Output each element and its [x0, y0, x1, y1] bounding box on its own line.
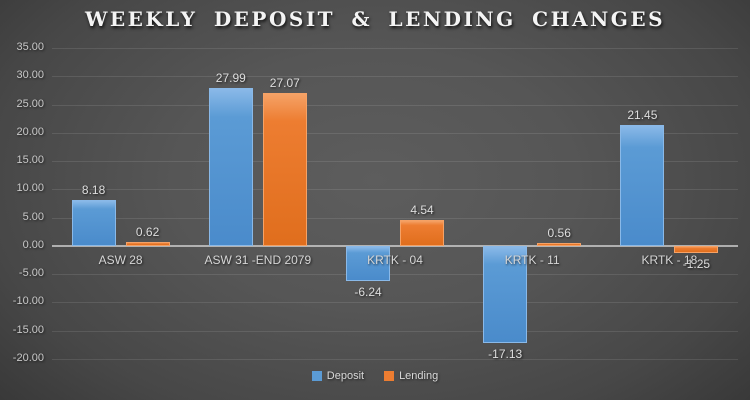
chart-title: WEEKLY DEPOSIT & LENDING CHANGES: [84, 7, 666, 31]
y-axis-tick-label: 25.00: [16, 97, 44, 110]
y-axis-tick-label: 5.00: [22, 210, 44, 223]
bar-deposit-krtk-18[interactable]: [620, 124, 665, 246]
value-label-deposit: -17.13: [488, 346, 523, 361]
value-label-lending: 27.07: [269, 75, 300, 90]
y-axis-tick-label: -20.00: [12, 352, 44, 364]
gridline: [52, 132, 738, 134]
bar-deposit-krtk-04[interactable]: [346, 245, 390, 282]
legend-swatch-lending-icon: [384, 371, 395, 381]
bar-lending-krtk-18[interactable]: [674, 245, 719, 253]
y-axis-tick-label: 35.00: [16, 41, 44, 53]
bar-lending-asw-28[interactable]: [125, 242, 170, 246]
legend-label-lending: Lending: [399, 370, 439, 382]
bar-lending-asw-31-end-2079[interactable]: [262, 92, 307, 246]
gridline: [52, 76, 738, 78]
gridline: [52, 359, 738, 360]
y-axis-tick-label: 30.00: [16, 69, 44, 82]
y-axis-tick-label: -5.00: [18, 267, 44, 280]
value-label-lending: -1.25: [682, 256, 711, 271]
gridline: [52, 161, 738, 163]
y-axis-tick-label: 10.00: [16, 182, 44, 195]
value-label-lending: 0.62: [135, 225, 160, 240]
y-axis-tick-label: 20.00: [16, 125, 44, 138]
value-label-lending: 0.56: [547, 225, 571, 240]
y-axis-tick-label: -15.00: [12, 323, 44, 336]
bar-deposit-asw-31-end-2079[interactable]: [208, 87, 253, 246]
y-axis-tick-label: 15.00: [16, 154, 44, 167]
legend-label-deposit: Deposit: [326, 370, 365, 382]
category-label: KRTK - 11: [504, 252, 560, 267]
bar-deposit-krtk-11[interactable]: [483, 245, 528, 343]
gridline: [52, 189, 738, 191]
legend-item-deposit[interactable]: Deposit: [311, 370, 365, 382]
legend: Deposit Lending: [0, 370, 750, 382]
category-label: ASW 28: [98, 252, 143, 267]
legend-swatch-deposit-icon: [311, 371, 322, 381]
legend-item-lending[interactable]: Lending: [384, 370, 438, 382]
value-label-deposit: 21.45: [627, 107, 658, 122]
value-label-lending: 4.54: [410, 203, 434, 218]
bar-lending-krtk-04[interactable]: [400, 220, 444, 246]
category-label: KRTK - 04: [367, 252, 423, 267]
value-label-deposit: 8.18: [81, 182, 106, 197]
y-axis-tick-label: -10.00: [12, 295, 44, 308]
x-axis-line: [52, 244, 738, 247]
gridline: [52, 48, 738, 49]
gridline: [52, 274, 738, 276]
gridline: [52, 104, 738, 106]
value-label-deposit: -6.24: [354, 285, 382, 300]
gridline: [52, 330, 738, 332]
gridline: [52, 302, 738, 304]
bar-lending-krtk-11[interactable]: [537, 242, 582, 246]
bar-deposit-asw-28[interactable]: [71, 199, 116, 246]
category-label: ASW 31 -END 2079: [204, 252, 312, 267]
category-label: KRTK - 18: [641, 252, 698, 267]
gridline: [52, 217, 738, 219]
value-label-deposit: 27.99: [215, 70, 246, 85]
y-axis-tick-label: 0.00: [22, 238, 44, 251]
